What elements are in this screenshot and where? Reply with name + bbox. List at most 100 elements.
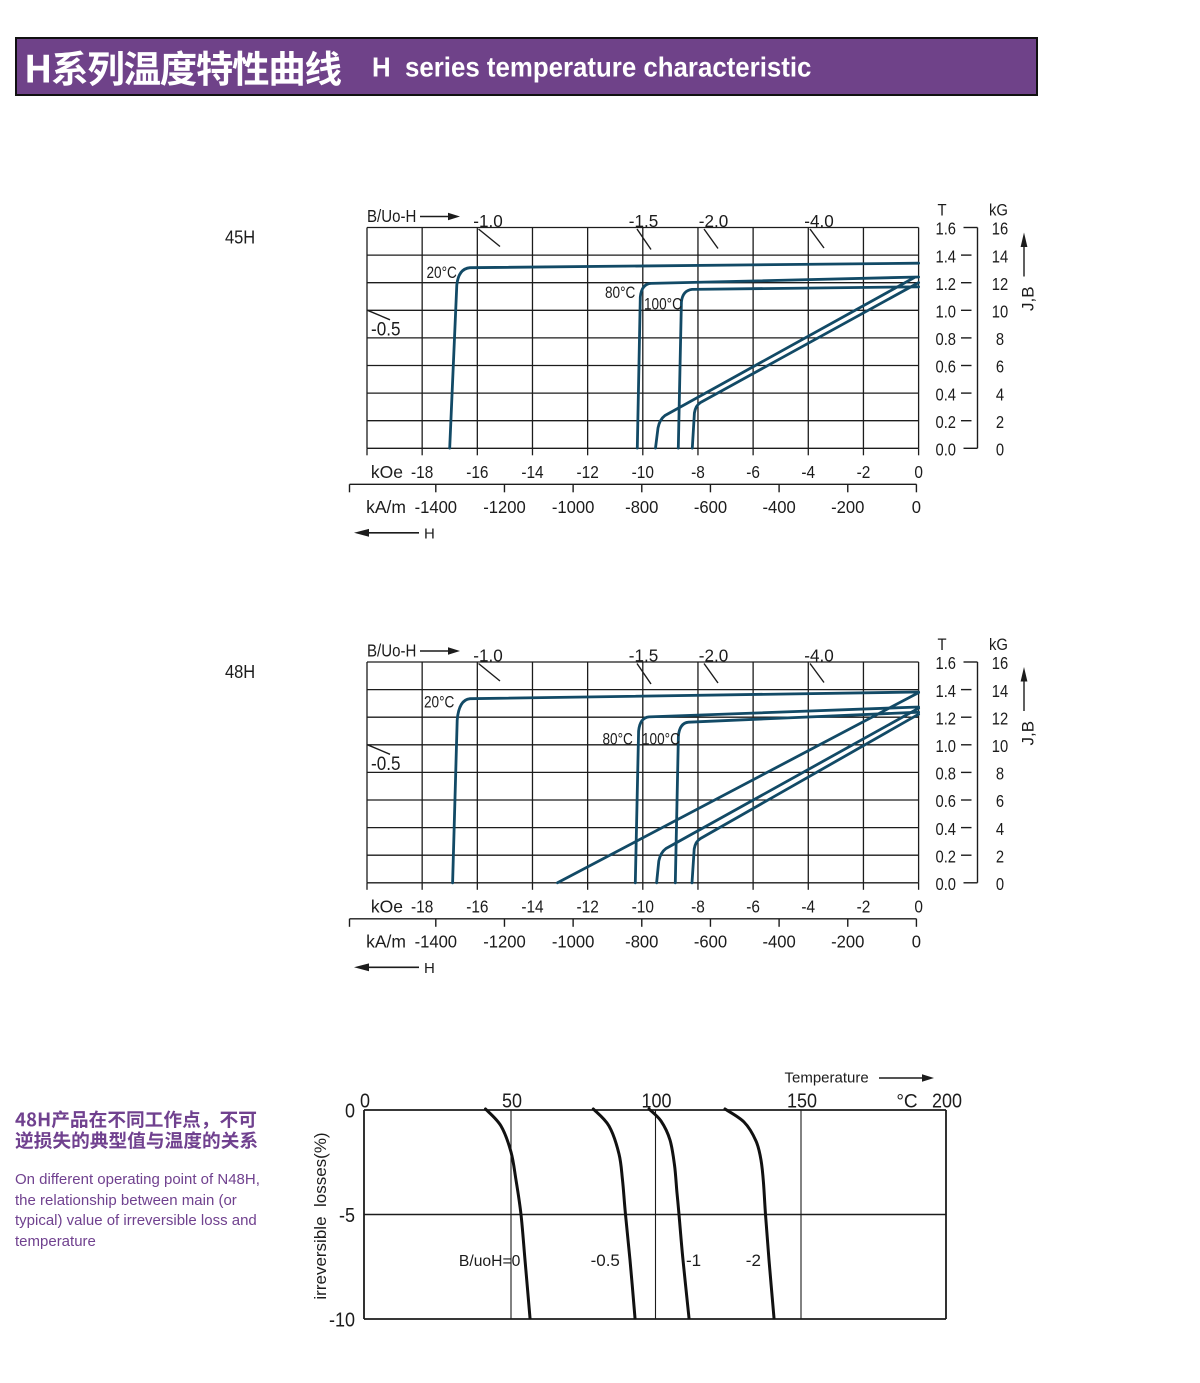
svg-text:-400: -400 xyxy=(762,932,795,951)
svg-text:-4.0: -4.0 xyxy=(804,211,834,232)
svg-text:irreversible losses(%): irreversible losses(%) xyxy=(311,1132,330,1299)
svg-text:-600: -600 xyxy=(694,932,727,951)
svg-text:1.6: 1.6 xyxy=(936,654,956,674)
svg-text:0: 0 xyxy=(345,1101,355,1123)
svg-text:150: 150 xyxy=(787,1091,817,1113)
svg-text:6: 6 xyxy=(996,357,1004,377)
svg-text:45H: 45H xyxy=(225,226,255,247)
svg-text:-18: -18 xyxy=(411,898,433,917)
svg-text:-2.0: -2.0 xyxy=(699,645,729,666)
svg-text:16: 16 xyxy=(992,654,1008,674)
svg-text:-600: -600 xyxy=(694,498,727,517)
svg-text:0.8: 0.8 xyxy=(936,330,956,350)
svg-text:0.2: 0.2 xyxy=(936,413,956,433)
svg-text:kA/m: kA/m xyxy=(366,932,406,952)
svg-text:Temperature: Temperature xyxy=(785,1070,869,1087)
svg-text:12: 12 xyxy=(992,275,1008,295)
svg-text:4: 4 xyxy=(996,819,1004,839)
svg-text:-6: -6 xyxy=(746,898,760,917)
svg-text:-1200: -1200 xyxy=(483,932,525,951)
svg-text:16: 16 xyxy=(992,219,1008,239)
svg-text:100: 100 xyxy=(641,1091,671,1113)
svg-text:-6: -6 xyxy=(746,463,760,482)
svg-text:0: 0 xyxy=(360,1091,370,1113)
svg-text:50: 50 xyxy=(502,1091,522,1113)
svg-text:0.6: 0.6 xyxy=(936,357,956,377)
svg-text:1.2: 1.2 xyxy=(936,709,956,729)
svg-text:-2: -2 xyxy=(857,463,871,482)
svg-text:4: 4 xyxy=(996,385,1004,405)
svg-text:kG: kG xyxy=(989,202,1008,220)
svg-text:-14: -14 xyxy=(521,898,543,917)
svg-text:J,B: J,B xyxy=(1019,721,1038,746)
svg-text:T: T xyxy=(938,202,947,220)
svg-text:-400: -400 xyxy=(762,498,795,517)
svg-text:H series temperature characte: H series temperature characteristic xyxy=(372,52,812,83)
svg-text:kG: kG xyxy=(989,636,1008,654)
svg-text:-12: -12 xyxy=(577,898,599,917)
svg-text:200: 200 xyxy=(932,1091,962,1113)
svg-text:2: 2 xyxy=(996,413,1004,433)
svg-text:0.8: 0.8 xyxy=(936,764,956,784)
svg-text:°C: °C xyxy=(896,1092,917,1113)
svg-text:-14: -14 xyxy=(521,463,543,482)
svg-text:8: 8 xyxy=(996,330,1004,350)
svg-text:-4: -4 xyxy=(801,463,815,482)
svg-text:-0.5: -0.5 xyxy=(591,1251,620,1270)
svg-text:-1000: -1000 xyxy=(552,498,594,517)
svg-text:0: 0 xyxy=(912,932,921,951)
svg-text:B/Uo-H: B/Uo-H xyxy=(367,641,416,660)
svg-text:-1.0: -1.0 xyxy=(473,211,503,232)
svg-text:kOe: kOe xyxy=(371,462,403,482)
svg-text:-0.5: -0.5 xyxy=(371,319,400,340)
svg-text:-1200: -1200 xyxy=(483,498,525,517)
svg-text:14: 14 xyxy=(992,247,1008,267)
svg-text:-16: -16 xyxy=(466,463,488,482)
svg-text:kA/m: kA/m xyxy=(366,497,406,517)
svg-text:-2: -2 xyxy=(857,898,871,917)
svg-text:1.0: 1.0 xyxy=(936,737,956,757)
svg-text:0: 0 xyxy=(996,875,1004,895)
svg-text:10: 10 xyxy=(992,737,1008,757)
svg-text:10: 10 xyxy=(992,302,1008,322)
svg-text:J,B: J,B xyxy=(1019,286,1038,311)
svg-text:0: 0 xyxy=(914,463,923,482)
svg-text:48H: 48H xyxy=(225,661,255,682)
svg-text:14: 14 xyxy=(992,681,1008,701)
svg-text:0: 0 xyxy=(912,498,921,517)
svg-text:-4: -4 xyxy=(801,898,815,917)
svg-text:1.0: 1.0 xyxy=(936,302,956,322)
svg-text:-8: -8 xyxy=(691,463,705,482)
svg-text:-10: -10 xyxy=(632,898,654,917)
svg-text:1.4: 1.4 xyxy=(936,681,956,701)
svg-text:1.4: 1.4 xyxy=(936,247,956,267)
svg-text:-2: -2 xyxy=(746,1251,761,1270)
svg-text:2: 2 xyxy=(996,847,1004,867)
svg-text:6: 6 xyxy=(996,792,1004,812)
svg-text:-800: -800 xyxy=(625,498,658,517)
svg-text:kOe: kOe xyxy=(371,897,403,917)
svg-text:-1: -1 xyxy=(686,1251,701,1270)
svg-text:-1.5: -1.5 xyxy=(629,211,659,232)
svg-text:100°C: 100°C xyxy=(642,730,680,749)
svg-text:1.6: 1.6 xyxy=(936,219,956,239)
svg-text:-5: -5 xyxy=(339,1205,355,1227)
svg-text:0: 0 xyxy=(914,898,923,917)
svg-text:1.2: 1.2 xyxy=(936,275,956,295)
svg-text:0.4: 0.4 xyxy=(936,385,956,405)
svg-text:B/uoH=0: B/uoH=0 xyxy=(459,1253,521,1270)
svg-text:80°C: 80°C xyxy=(603,730,633,749)
svg-text:80°C: 80°C xyxy=(605,284,635,303)
svg-text:20°C: 20°C xyxy=(424,693,454,712)
svg-text:-1400: -1400 xyxy=(415,498,457,517)
svg-text:-800: -800 xyxy=(625,932,658,951)
svg-text:H: H xyxy=(424,960,435,977)
svg-text:0.4: 0.4 xyxy=(936,819,956,839)
svg-text:0.0: 0.0 xyxy=(936,440,956,460)
svg-text:-16: -16 xyxy=(466,898,488,917)
svg-text:-10: -10 xyxy=(632,463,654,482)
svg-text:-12: -12 xyxy=(577,463,599,482)
svg-text:-18: -18 xyxy=(411,463,433,482)
svg-text:T: T xyxy=(938,636,947,654)
svg-text:0: 0 xyxy=(996,440,1004,460)
